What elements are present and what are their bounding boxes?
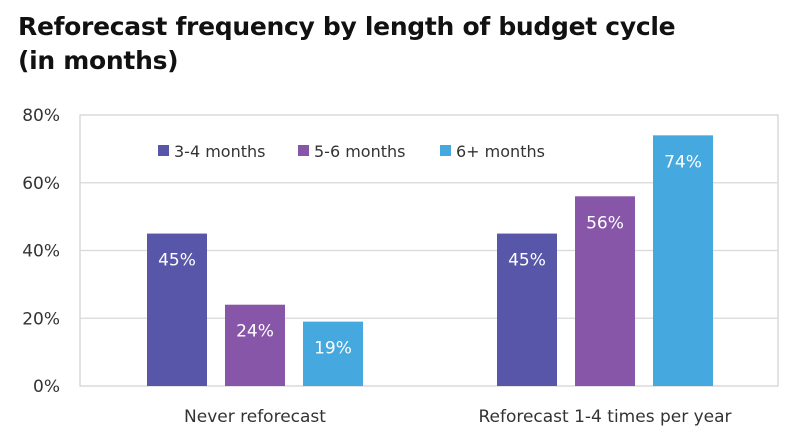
y-tick-label: 0% xyxy=(33,377,60,397)
x-axis-categories: Never reforecast Reforecast 1-4 times per… xyxy=(184,407,732,427)
data-label: 19% xyxy=(314,339,352,359)
legend-swatch xyxy=(298,145,309,156)
data-label: 74% xyxy=(664,152,702,172)
bar-3-4-months-0 xyxy=(147,233,207,386)
legend-item: 5-6 months xyxy=(298,142,405,161)
data-label: 45% xyxy=(508,251,546,271)
data-label: 56% xyxy=(586,213,624,233)
data-labels: 45% 24% 19% 45% 56% 74% xyxy=(158,152,702,358)
y-tick-label: 60% xyxy=(22,174,60,194)
y-axis-ticks: 0% 20% 40% 60% 80% xyxy=(22,106,60,397)
y-tick-label: 20% xyxy=(22,309,60,329)
legend-label: 3-4 months xyxy=(174,142,265,161)
data-label: 45% xyxy=(158,251,196,271)
x-category-label: Never reforecast xyxy=(184,407,326,427)
legend: 3-4 months 5-6 months 6+ months xyxy=(158,142,545,161)
legend-label: 5-6 months xyxy=(314,142,405,161)
data-label: 24% xyxy=(236,322,274,342)
chart-title: Reforecast frequency by length of budget… xyxy=(18,12,676,75)
y-tick-label: 40% xyxy=(22,242,60,262)
bar-5-6-months-0 xyxy=(225,304,285,386)
legend-item: 3-4 months xyxy=(158,142,265,161)
bar-6-months-1 xyxy=(653,135,713,386)
bar-6-months-0 xyxy=(303,321,363,386)
legend-swatch xyxy=(158,145,169,156)
bars xyxy=(147,135,713,386)
legend-label: 6+ months xyxy=(456,142,545,161)
bar-5-6-months-1 xyxy=(575,196,635,386)
legend-swatch xyxy=(440,145,451,156)
bar-3-4-months-1 xyxy=(497,233,557,386)
y-tick-label: 80% xyxy=(22,106,60,126)
legend-item: 6+ months xyxy=(440,142,545,161)
x-category-label: Reforecast 1-4 times per year xyxy=(478,407,731,427)
